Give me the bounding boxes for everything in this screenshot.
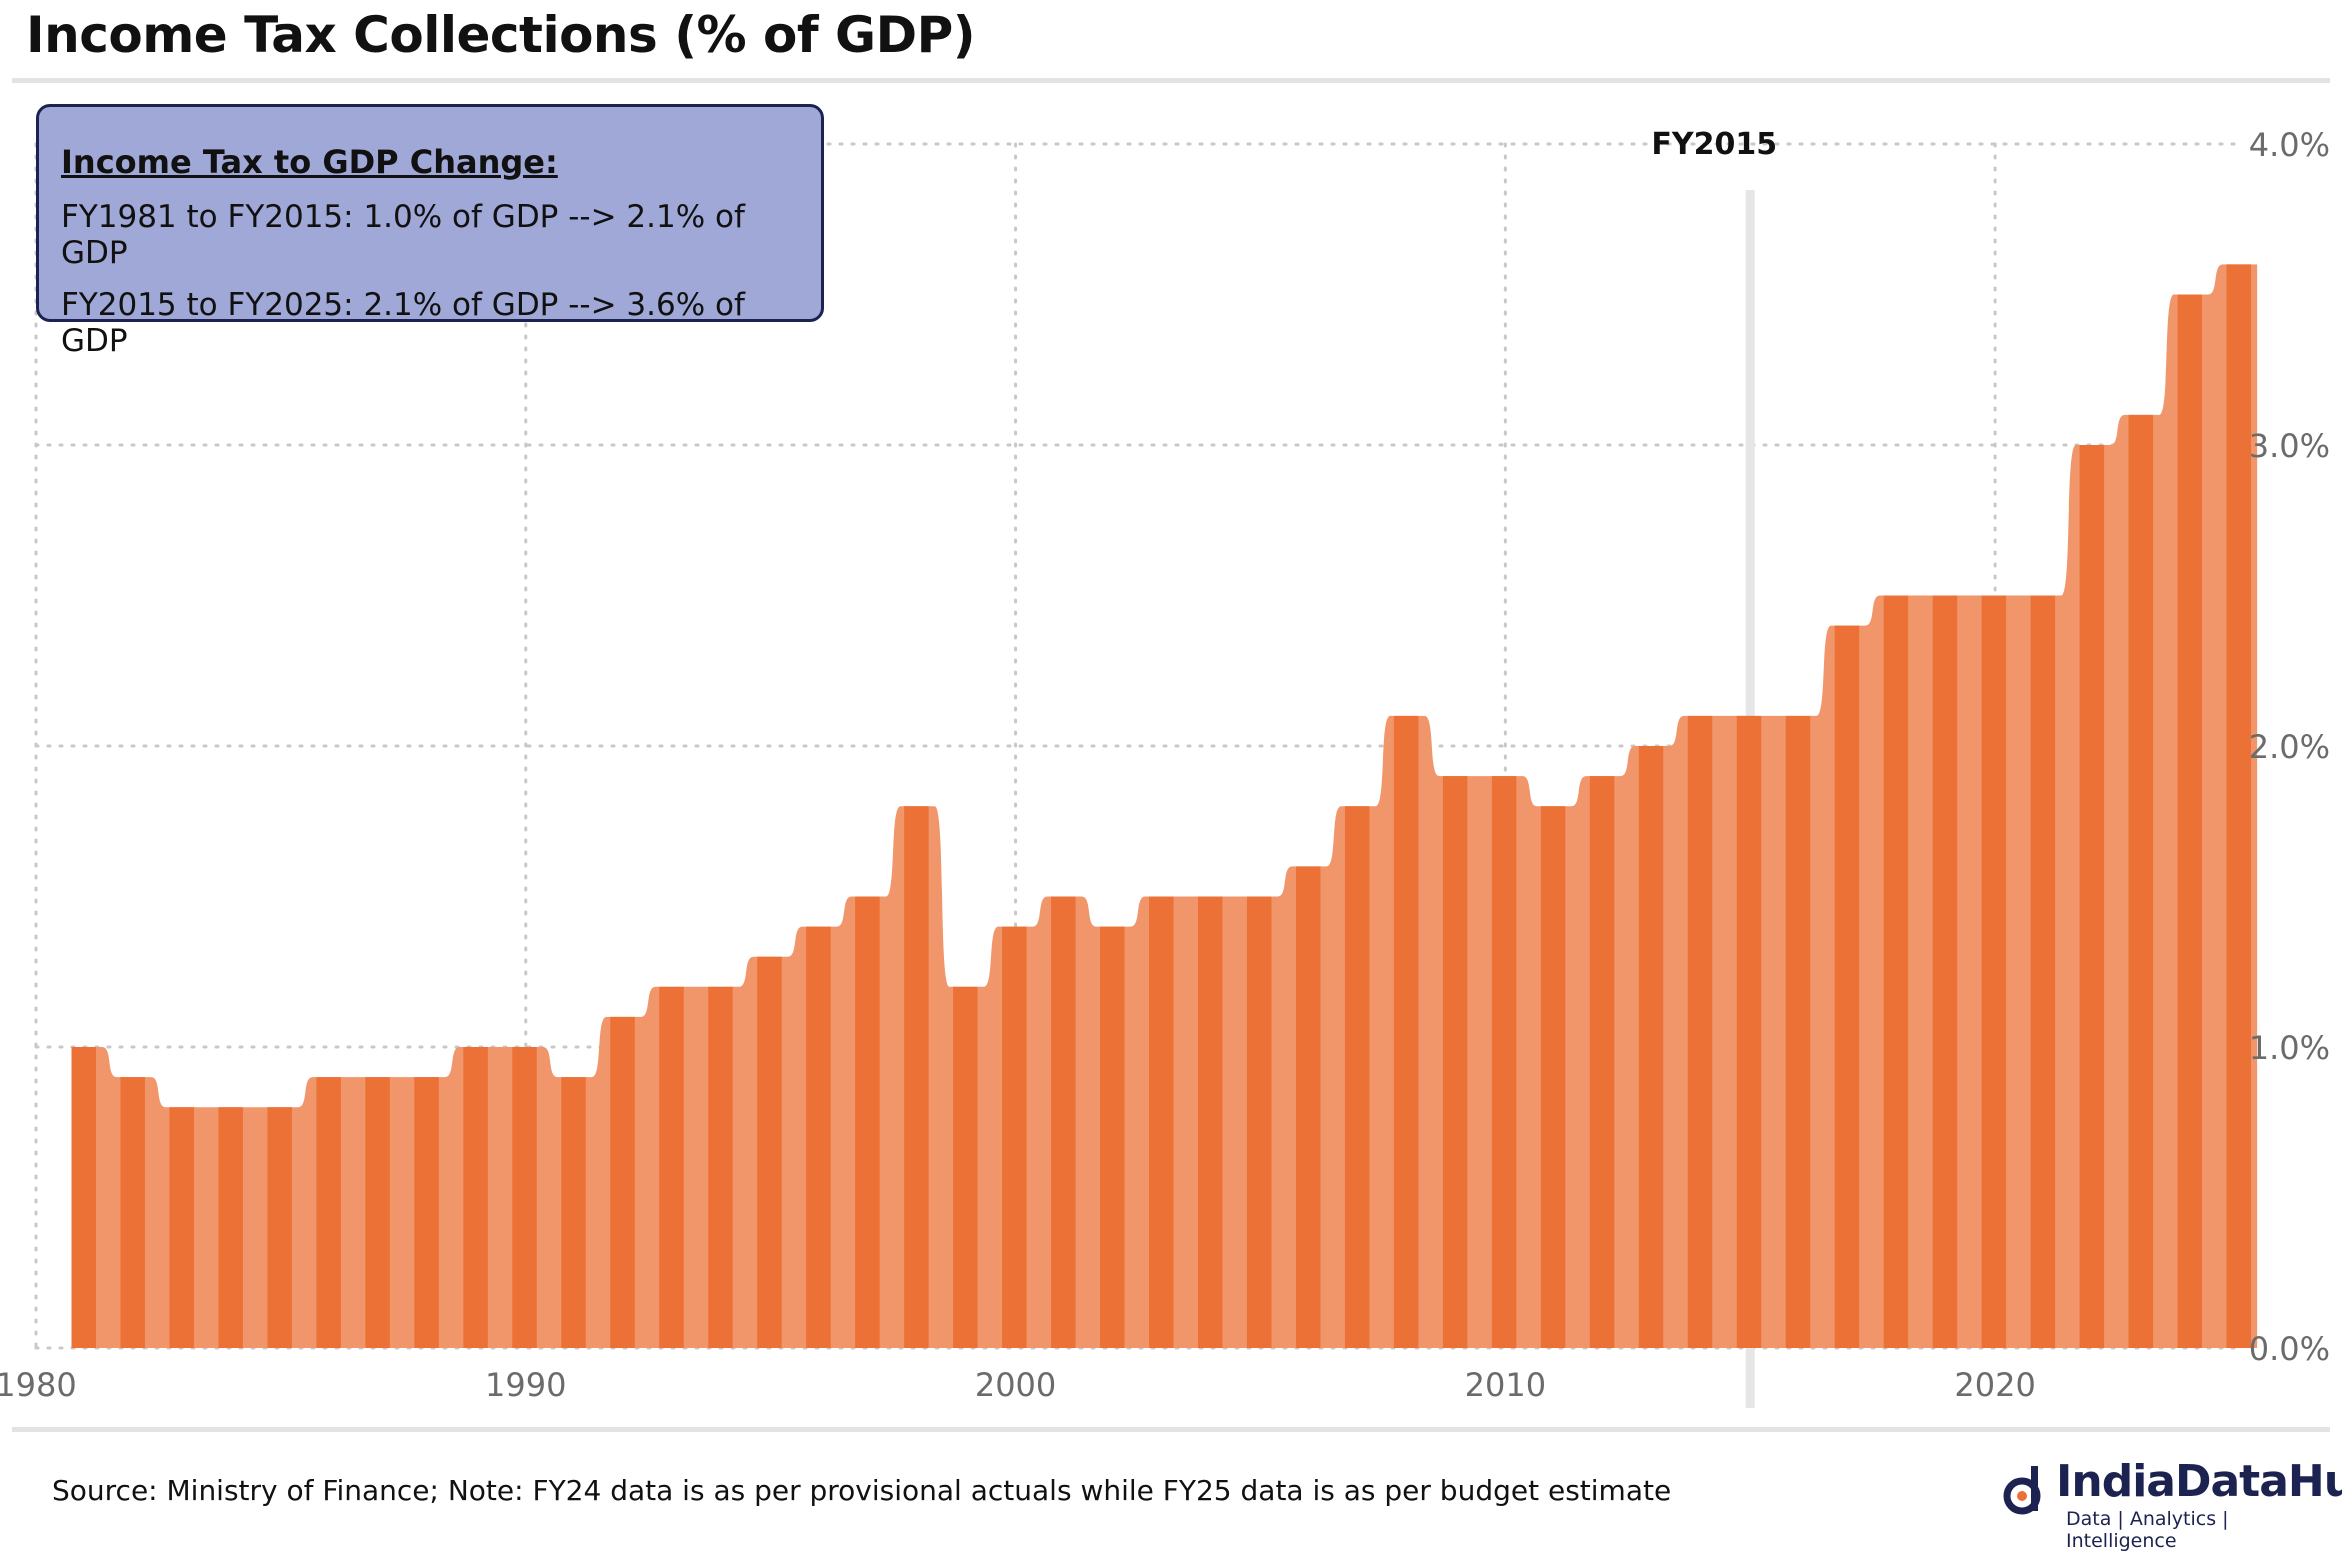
bar-fy1989 (463, 1047, 488, 1348)
bar-fy2005 (1246, 896, 1272, 1348)
logo-tagline: Data | Analytics | Intelligence (2066, 1508, 2229, 1552)
bar-fy2016 (1785, 715, 1811, 1348)
bar-fy2017 (1834, 625, 1860, 1348)
top-divider (12, 78, 2330, 83)
x-tick-label: 1990 (485, 1366, 566, 1404)
logo-brand-name: IndiaDataHub (2056, 1456, 2342, 1507)
source-note: Source: Ministry of Finance; Note: FY24 … (52, 1474, 1672, 1507)
bar-fy2007 (1344, 806, 1370, 1348)
bar-fy2018 (1883, 595, 1909, 1348)
bar-fy1991 (561, 1077, 586, 1348)
y-tick-label: 2.0% (2249, 728, 2330, 766)
bar-fy2021 (2030, 595, 2056, 1348)
y-tick-label: 4.0% (2249, 126, 2330, 164)
bottom-divider (12, 1427, 2330, 1432)
y-tick-label: 0.0% (2249, 1330, 2330, 1368)
bar-fy1987 (365, 1077, 390, 1348)
bar-fy2004 (1197, 896, 1223, 1348)
bar-fy1988 (414, 1077, 439, 1348)
bar-fy2023 (2128, 414, 2154, 1348)
income-tax-chart: 0.0% 1.0% 2.0% 3.0% 4.0% 1980 1990 2000 2010 2020… (0, 126, 2330, 1408)
bar-fy1994 (708, 986, 733, 1348)
bar-fy2020 (1981, 595, 2007, 1348)
bar-fy2011 (1540, 806, 1566, 1348)
bar-fy2002 (1100, 926, 1125, 1348)
info-box-line-2: FY2015 to FY2025: 2.1% of GDP --> 3.6% o… (61, 287, 745, 359)
bar-fy2022 (2079, 445, 2105, 1348)
x-tick-label: 2000 (975, 1366, 1056, 1404)
y-tick-label: 1.0% (2249, 1029, 2330, 1067)
indiadatahub-logo-icon (2003, 1466, 2041, 1515)
bar-fy1998 (904, 806, 929, 1348)
bar-fy2015 (1736, 715, 1762, 1348)
bar-fy2003 (1149, 896, 1174, 1348)
bar-fy2001 (1051, 896, 1076, 1348)
bar-fy1993 (659, 986, 684, 1348)
bar-fy1982 (120, 1077, 145, 1348)
bar-fy1990 (512, 1047, 537, 1348)
bar-fy1997 (855, 896, 880, 1348)
bar-fy1999 (953, 986, 978, 1348)
bar-fy2009 (1442, 776, 1468, 1348)
x-tick-label: 1980 (0, 1366, 77, 1404)
bar-fy1981 (71, 1047, 96, 1348)
info-box-heading: Income Tax to GDP Change: (61, 143, 558, 181)
bar-fy1995 (757, 956, 782, 1348)
x-tick-label: 2010 (1465, 1366, 1546, 1404)
bar-fy2014 (1687, 715, 1713, 1348)
bar-fy1983 (169, 1107, 194, 1348)
bar-fy2006 (1295, 866, 1321, 1348)
info-box: Income Tax to GDP Change: FY1981 to FY20… (36, 104, 824, 359)
bar-fy2010 (1491, 776, 1517, 1348)
bar-fy1992 (610, 1016, 635, 1348)
bar-fy1985 (267, 1107, 292, 1348)
brand-logo: IndiaDataHub Data | Analytics | Intellig… (2000, 1456, 2342, 1552)
x-tick-label: 2020 (1954, 1366, 2035, 1404)
bar-fy1996 (806, 926, 831, 1348)
bar-fy2025 (2226, 264, 2252, 1348)
bar-fy2008 (1393, 715, 1419, 1348)
y-tick-label: 3.0% (2249, 427, 2330, 465)
bar-fy2013 (1638, 746, 1664, 1348)
bar-fy1986 (316, 1077, 341, 1348)
info-box-line-1: FY1981 to FY2015: 1.0% of GDP --> 2.1% o… (61, 199, 745, 271)
bar-fy2024 (2177, 294, 2203, 1348)
bar-fy2012 (1589, 776, 1615, 1348)
chart-title: Income Tax Collections (% of GDP) (26, 6, 976, 64)
bar-fy1984 (218, 1107, 243, 1348)
fy2015-marker-label: FY2015 (1651, 127, 1777, 162)
bar-fy2019 (1932, 595, 1958, 1348)
bar-fy2000 (1002, 926, 1027, 1348)
